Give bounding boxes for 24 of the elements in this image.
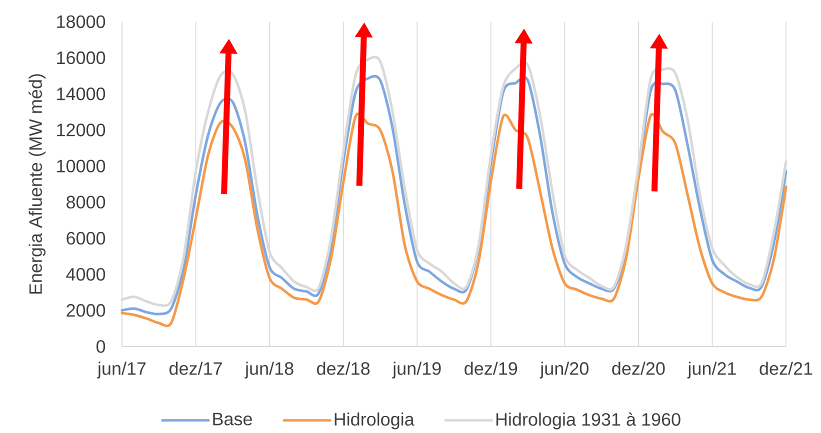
x-tick-label: jun/19 <box>392 362 441 378</box>
y-tick-label: 16000 <box>57 51 106 64</box>
y-tick-label: 12000 <box>57 124 106 136</box>
y-tick-label: 0 <box>96 340 106 353</box>
y-tick-label: 4000 <box>66 268 106 281</box>
x-tick-label: dez/18 <box>317 362 370 375</box>
y-tick-label: 10000 <box>57 160 106 172</box>
y-tick-label: 8000 <box>66 196 106 209</box>
y-tick-label: 14000 <box>57 88 106 100</box>
x-tick-label: jun/20 <box>540 362 588 378</box>
x-tick-label: jun/21 <box>687 362 736 378</box>
x-tick-label: dez/17 <box>170 362 222 375</box>
legend-label: Base <box>213 412 252 426</box>
x-tick-label: dez/21 <box>760 362 812 375</box>
x-tick-label: jun/17 <box>97 362 146 378</box>
x-tick-label: dez/19 <box>464 362 518 375</box>
x-tick-label: dez/20 <box>612 362 665 375</box>
y-tick-label: 6000 <box>66 232 106 245</box>
x-tick-label: jun/18 <box>244 362 294 378</box>
y-tick-label: 18000 <box>57 15 106 28</box>
legend-label: Hidrologia <box>334 412 414 430</box>
y-axis-title: Energia Afluente (MW méd) <box>28 74 46 294</box>
y-tick-label: 2000 <box>66 304 106 317</box>
legend-label: Hidrologia 1931 à 1960 <box>496 412 680 430</box>
